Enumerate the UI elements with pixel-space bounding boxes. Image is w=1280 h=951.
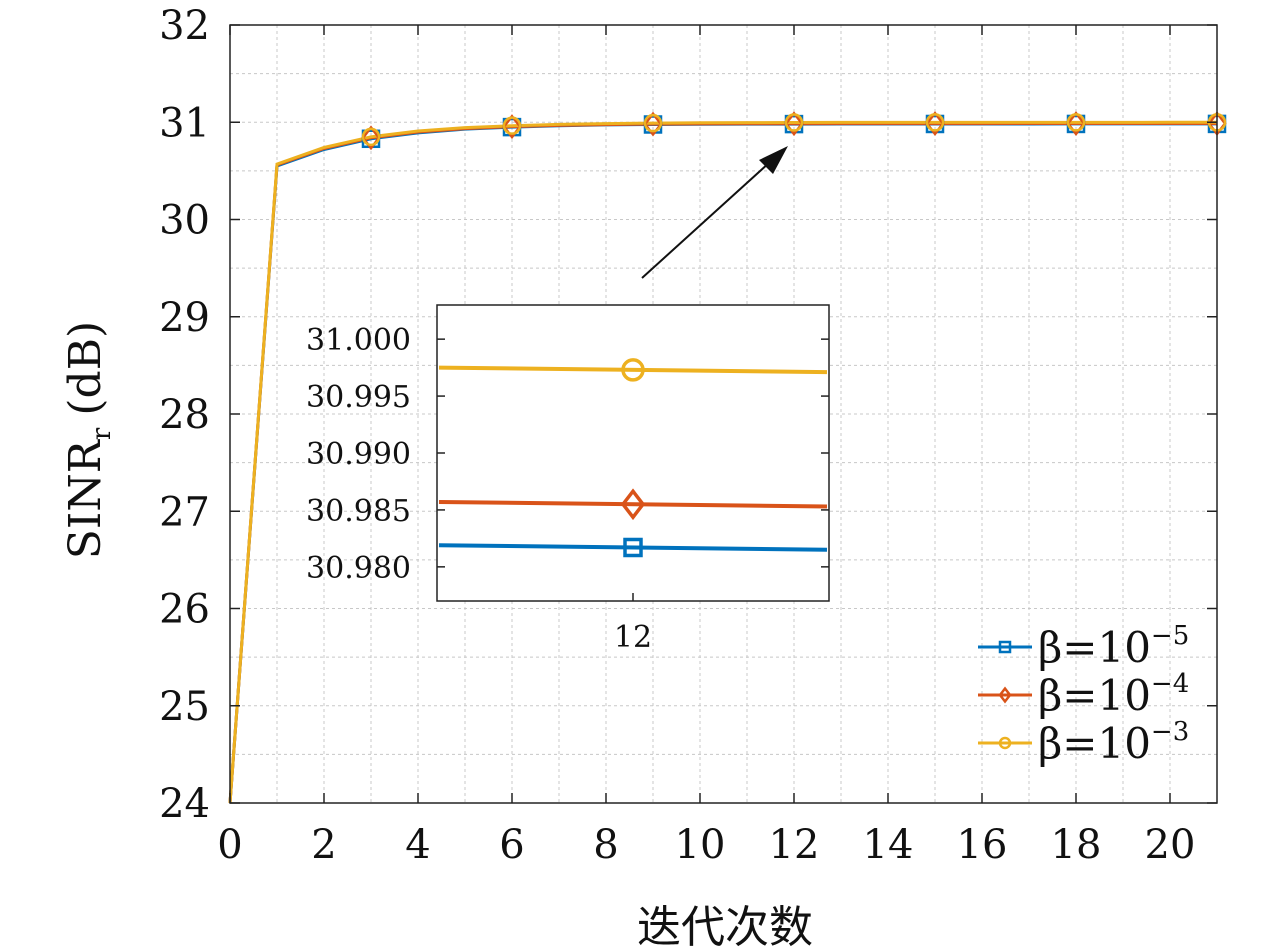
series-marker-2: [925, 111, 945, 137]
inset-y-tick-label: 31.000: [306, 323, 411, 358]
x-tick-label: 12: [769, 822, 820, 868]
series-marker-3: [925, 113, 945, 132]
x-tick-label: 4: [405, 822, 430, 868]
y-tick-label: 29: [159, 295, 210, 341]
inset-marker-3: [621, 358, 645, 382]
legend-label-base: β=10: [1038, 671, 1151, 720]
x-tick-label: 16: [957, 822, 1008, 868]
series-marker-2: [502, 114, 522, 140]
inset-series-line-3: [438, 365, 828, 375]
inset-marker-2: [620, 488, 646, 521]
legend-marker-2: [998, 686, 1012, 704]
inset-y-tick-label: 30.980: [306, 551, 411, 586]
inset-series-line-1: [438, 543, 828, 552]
series-marker-2: [361, 125, 381, 151]
series-marker-3: [1066, 113, 1086, 132]
x-tick-label: 18: [1051, 822, 1102, 868]
main-series-lines: [228, 120, 1217, 804]
inset-marker-1: [623, 537, 643, 558]
inset-axis-ticks: 31.000 30.995 30.990 30.985 30.980 12: [306, 323, 829, 655]
x-tick-label: 2: [311, 822, 336, 868]
legend-label-exponent: −3: [1151, 717, 1189, 747]
legend: β=10−5β=10−4β=10−3: [978, 621, 1189, 768]
x-tick-label: 14: [863, 822, 914, 868]
series-marker-3: [643, 113, 663, 133]
legend-label-base: β=10: [1038, 623, 1151, 672]
series-marker-3: [502, 116, 522, 135]
series-marker-3: [784, 113, 804, 132]
x-axis-label: 迭代次数: [637, 902, 813, 951]
legend-label-base: β=10: [1038, 719, 1151, 768]
x-tick-label: 6: [499, 822, 524, 868]
zoom-inset: 31.000 30.995 30.990 30.985 30.980 12: [306, 304, 830, 655]
y-tick-label: 26: [159, 587, 210, 633]
legend-label-exponent: −5: [1151, 621, 1189, 651]
x-tick-label: 8: [593, 822, 618, 868]
main-series-markers: [361, 111, 1227, 151]
y-axis-label-unit: (dB): [60, 321, 111, 416]
inset-y-tick-label: 30.985: [306, 494, 411, 529]
legend-marker-3: [998, 736, 1012, 750]
y-tick-label: 28: [159, 392, 210, 438]
series-marker-2: [784, 111, 804, 137]
zoom-annotation-arrow: [641, 146, 788, 279]
y-tick-label: 31: [159, 100, 210, 146]
inset-y-tick-label: 30.995: [306, 380, 411, 415]
legend-label-1: β=10−5: [1038, 621, 1189, 672]
legend-label-exponent: −4: [1151, 669, 1189, 699]
series-line-3: [228, 120, 1217, 804]
y-axis-label: SINRr (dB): [60, 321, 117, 559]
inset-series-line-2: [438, 499, 828, 509]
y-axis-label-main: SINR: [60, 438, 111, 559]
x-tick-label: 20: [1145, 822, 1196, 868]
x-tick-label: 0: [217, 822, 242, 868]
series-marker-3: [361, 127, 381, 147]
inset-background: [436, 304, 830, 602]
inset-x-tick-label: 12: [614, 620, 652, 655]
legend-label-2: β=10−4: [1038, 669, 1189, 720]
y-tick-label: 32: [159, 3, 210, 49]
y-axis-label-sub: r: [87, 427, 117, 440]
legend-marker-1: [998, 640, 1012, 654]
svg-text:SINRr(dB): SINRr (dB): [60, 321, 117, 559]
y-tick-label: 27: [159, 489, 210, 535]
legend-label-3: β=10−3: [1038, 717, 1189, 768]
series-marker-2: [1066, 111, 1086, 136]
inset-y-tick-label: 30.990: [306, 437, 411, 472]
inset-series-lines: [438, 365, 828, 552]
y-tick-label: 30: [159, 198, 210, 244]
x-tick-label: 10: [675, 822, 726, 868]
series-marker-2: [643, 111, 663, 137]
y-tick-label: 25: [159, 684, 210, 730]
y-tick-label: 24: [159, 781, 210, 827]
inset-series-markers: [620, 358, 646, 558]
